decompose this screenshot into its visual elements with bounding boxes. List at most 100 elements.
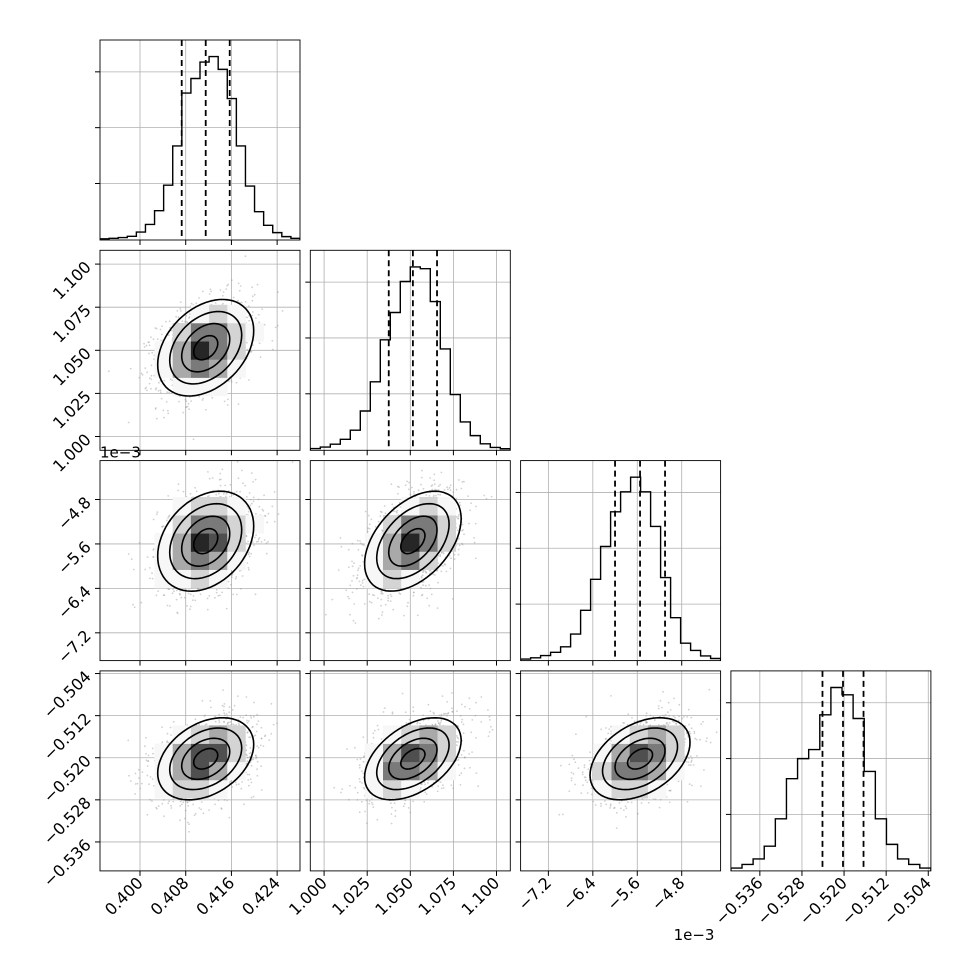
scatter-point	[250, 351, 253, 353]
scatter-point	[590, 793, 593, 796]
scatter-point	[172, 800, 175, 803]
scatter-point	[458, 479, 460, 481]
scatter-point	[364, 510, 367, 513]
scatter-point	[657, 705, 660, 707]
scatter-point	[163, 815, 165, 818]
scatter-point	[708, 688, 711, 691]
scatter-point	[457, 764, 460, 766]
scatter-point	[367, 527, 369, 530]
scatter-point	[659, 798, 662, 801]
scatter-point	[247, 553, 250, 556]
scatter-point	[235, 593, 238, 596]
scatter-point	[412, 800, 414, 803]
scatter-point	[130, 558, 133, 561]
scatter-point	[186, 801, 189, 804]
density-cell	[227, 359, 246, 378]
scatter-point	[250, 781, 253, 784]
scatter-point	[161, 741, 164, 743]
contour-line	[192, 527, 219, 555]
scatter-point	[368, 523, 371, 526]
scatter-point	[457, 553, 460, 556]
scatter-point	[449, 567, 452, 570]
scatter-point	[173, 590, 175, 593]
scatter-point	[228, 711, 231, 714]
scatter-point	[696, 755, 698, 757]
histogram-step	[100, 55, 300, 240]
scatter-point	[688, 764, 690, 766]
scatter-point	[459, 504, 462, 506]
scatter-point	[588, 759, 591, 762]
density-panel	[324, 469, 493, 624]
scatter-point	[257, 498, 260, 501]
scatter-point	[669, 789, 672, 792]
x-tick-label: 1.100	[458, 873, 504, 919]
scatter-point	[625, 815, 627, 818]
x-tick-label: 1.000	[285, 873, 331, 919]
scatter-point	[362, 772, 365, 775]
scatter-point	[359, 780, 361, 783]
scatter-point	[681, 717, 684, 720]
scatter-point	[151, 351, 154, 354]
scatter-point	[693, 730, 696, 733]
scatter-point	[251, 286, 254, 289]
histogram-step	[310, 266, 511, 451]
scatter-point	[154, 388, 157, 391]
scatter-point	[690, 716, 693, 719]
y-tick-label: −7.2	[54, 626, 95, 667]
scatter-point	[247, 540, 249, 543]
scatter-point	[246, 773, 249, 776]
scatter-point	[163, 379, 166, 382]
scatter-point	[715, 731, 718, 734]
scatter-point	[249, 747, 252, 749]
scatter-point	[439, 553, 442, 556]
scatter-point	[455, 759, 458, 762]
scatter-point	[434, 488, 436, 491]
scatter-point	[449, 484, 452, 487]
scatter-point	[362, 560, 365, 563]
scatter-point	[207, 471, 209, 473]
scatter-point	[277, 291, 279, 293]
scatter-point	[239, 716, 242, 718]
scatter-point	[154, 327, 157, 329]
scatter-point	[421, 574, 424, 577]
contour-line	[626, 747, 654, 770]
scatter-point	[184, 809, 187, 812]
y-tick-label: 1.025	[49, 387, 95, 433]
scatter-point	[456, 529, 459, 532]
scatter-point	[233, 704, 236, 707]
scatter-point	[453, 553, 456, 556]
scatter-point	[246, 341, 248, 344]
scatter-point	[190, 302, 193, 305]
scatter-point	[480, 696, 483, 698]
scatter-point	[132, 568, 135, 571]
scatter-point	[420, 576, 423, 579]
scatter-point	[433, 479, 435, 482]
scatter-point	[248, 752, 251, 755]
scatter-point	[381, 591, 383, 593]
scatter-point	[645, 714, 647, 717]
scatter-point	[259, 744, 262, 747]
scatter-point	[706, 737, 708, 739]
scatter-point	[468, 522, 470, 525]
scatter-point	[243, 803, 246, 806]
scatter-point	[380, 511, 383, 514]
scatter-point	[349, 584, 352, 587]
scatter-point	[407, 601, 409, 604]
contour-line	[156, 717, 255, 801]
scatter-point	[610, 695, 612, 697]
scatter-point	[437, 722, 440, 724]
scatter-point	[468, 753, 470, 755]
scatter-point	[254, 734, 257, 737]
scatter-point	[165, 320, 167, 323]
scatter-point	[177, 316, 180, 319]
density-cell	[666, 761, 685, 781]
scatter-point	[395, 510, 397, 513]
scatter-point	[359, 542, 362, 545]
scatter-point	[354, 786, 357, 789]
scatter-point	[474, 714, 477, 717]
scatter-point	[398, 592, 401, 595]
scatter-point	[138, 542, 141, 544]
scatter-point	[475, 701, 477, 704]
scatter-point	[473, 537, 475, 539]
scatter-point	[274, 326, 277, 329]
